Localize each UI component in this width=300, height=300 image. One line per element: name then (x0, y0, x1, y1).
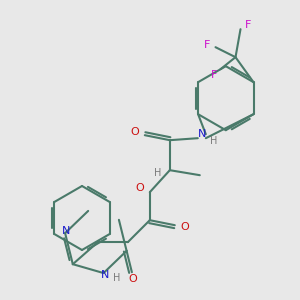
Text: N: N (101, 270, 110, 280)
Text: O: O (130, 127, 139, 137)
Text: H: H (154, 168, 161, 178)
Text: N: N (198, 129, 206, 139)
Text: N: N (62, 226, 70, 236)
Text: H: H (210, 136, 218, 146)
Text: F: F (211, 70, 218, 80)
Text: O: O (180, 222, 189, 232)
Text: F: F (204, 40, 211, 50)
Text: O: O (135, 183, 144, 193)
Text: O: O (128, 274, 137, 284)
Text: F: F (245, 20, 252, 30)
Text: H: H (113, 273, 120, 283)
